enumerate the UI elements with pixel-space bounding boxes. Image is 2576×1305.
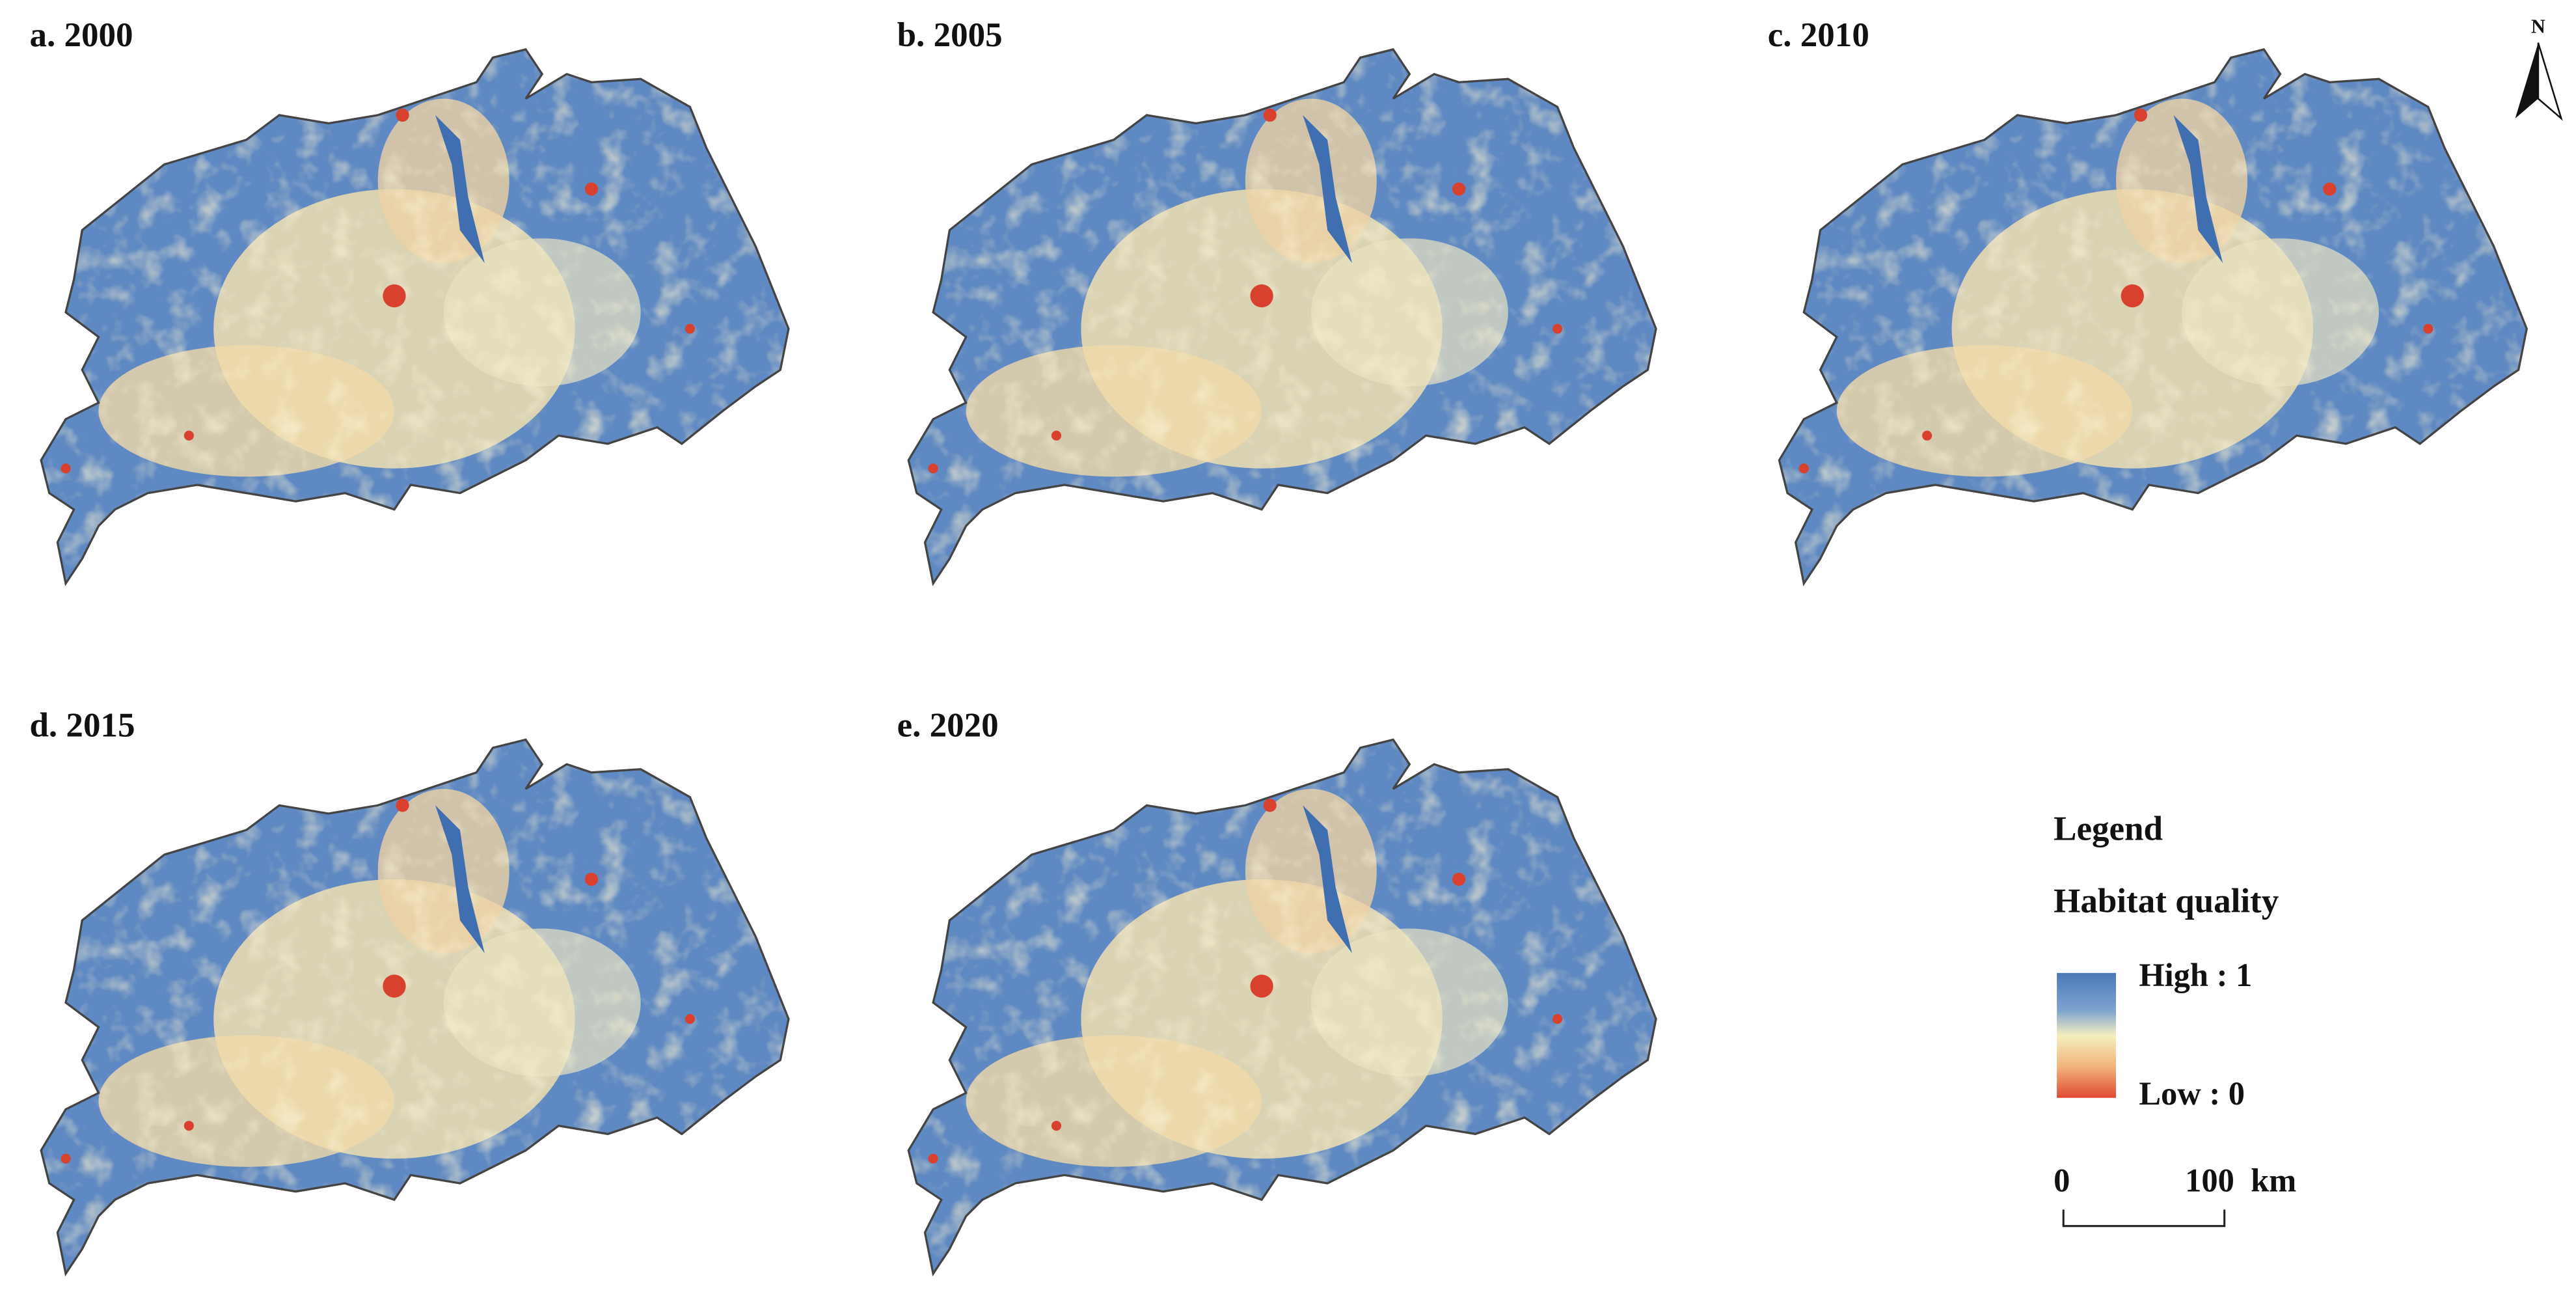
legend: Legend Habitat quality High : 1 Low : 0	[2054, 810, 2279, 1112]
map-panel: b. 2005	[897, 16, 1673, 592]
map-panel: e. 2020	[897, 706, 1673, 1282]
scale-bar: 0 100 km	[2054, 1162, 2296, 1228]
panel-label: a. 2000	[29, 16, 133, 54]
map-panel: a. 2000	[29, 16, 805, 592]
color-ramp	[2057, 972, 2117, 1098]
habitat-map	[1771, 41, 2543, 592]
panel-label: e. 2020	[897, 706, 999, 744]
legend-title: Legend	[2054, 810, 2163, 847]
north-arrow: N	[2515, 16, 2563, 121]
habitat-map	[901, 732, 1673, 1282]
panel-label: b. 2005	[897, 16, 1003, 54]
map-panels: a. 2000 b. 2005 c. 2010 d. 2015 e. 2020	[29, 16, 2543, 1282]
north-label: N	[2531, 16, 2545, 38]
panel-label: d. 2015	[29, 706, 135, 744]
legend-high: High : 1	[2139, 957, 2252, 993]
habitat-map	[33, 41, 805, 592]
legend-low: Low : 0	[2139, 1075, 2245, 1112]
habitat-map	[33, 732, 805, 1282]
map-panel: c. 2010	[1768, 16, 2543, 592]
panel-label: c. 2010	[1768, 16, 1869, 54]
map-panel: d. 2015	[29, 706, 805, 1282]
legend-subtitle: Habitat quality	[2054, 882, 2279, 920]
scale-unit: km	[2251, 1162, 2296, 1199]
habitat-map	[901, 41, 1673, 592]
scale-start: 0	[2054, 1162, 2070, 1199]
scale-end: 100	[2185, 1162, 2234, 1199]
